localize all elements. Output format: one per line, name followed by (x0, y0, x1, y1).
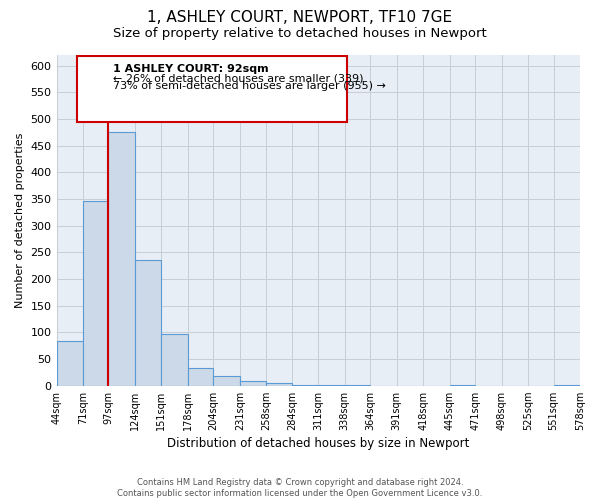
X-axis label: Distribution of detached houses by size in Newport: Distribution of detached houses by size … (167, 437, 469, 450)
Bar (449, 385, 475, 386)
Text: Contains HM Land Registry data © Crown copyright and database right 2024.
Contai: Contains HM Land Registry data © Crown c… (118, 478, 482, 498)
Bar (266, 383, 292, 386)
Bar (214, 376, 240, 386)
Bar (554, 385, 580, 386)
Text: 1 ASHLEY COURT: 92sqm: 1 ASHLEY COURT: 92sqm (113, 64, 269, 74)
Bar (161, 334, 188, 386)
Bar (83, 200, 109, 386)
Bar (240, 382, 266, 386)
Bar (318, 385, 345, 386)
Bar (77, 56, 347, 122)
Bar (345, 385, 370, 386)
Bar (135, 260, 161, 386)
Y-axis label: Number of detached properties: Number of detached properties (15, 132, 25, 308)
Bar (109, 132, 135, 386)
Bar (188, 368, 214, 386)
Text: 73% of semi-detached houses are larger (955) →: 73% of semi-detached houses are larger (… (113, 81, 386, 91)
Text: 1, ASHLEY COURT, NEWPORT, TF10 7GE: 1, ASHLEY COURT, NEWPORT, TF10 7GE (148, 10, 452, 25)
Text: ← 26% of detached houses are smaller (339): ← 26% of detached houses are smaller (33… (113, 73, 364, 83)
Bar (56, 342, 83, 386)
Bar (292, 384, 318, 386)
Text: Size of property relative to detached houses in Newport: Size of property relative to detached ho… (113, 28, 487, 40)
